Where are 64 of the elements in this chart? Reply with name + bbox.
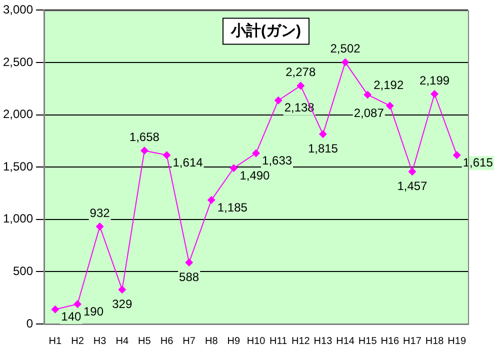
point	[162, 151, 171, 160]
y-tick-label: 500	[13, 264, 34, 278]
point	[207, 196, 216, 204]
x-tick-label: H11	[270, 336, 288, 347]
x-tick-label: H8	[204, 336, 218, 347]
point	[364, 90, 372, 99]
data-label: 2,087	[354, 106, 384, 120]
data-label: 2,502	[330, 42, 361, 56]
data-label: 1,457	[397, 178, 428, 193]
x-tick-label: H18	[425, 336, 444, 347]
data-label: 1,614	[172, 155, 204, 170]
y-tick-label: 2,000	[3, 107, 34, 122]
x-tick-label: H17	[403, 336, 422, 347]
x-tick-label: H15	[358, 336, 378, 347]
x-tick-label: H6	[160, 336, 174, 347]
point	[140, 146, 148, 155]
point	[296, 82, 305, 90]
y-tick-label: 1,000	[3, 212, 34, 226]
x-tick-label: H4	[116, 336, 129, 347]
point	[318, 130, 327, 138]
data-label: 2,278	[286, 65, 316, 80]
x-tick-label: H16	[380, 336, 400, 347]
y-tick-label: 1,500	[3, 159, 34, 174]
point	[430, 90, 439, 98]
data-label: 2,192	[374, 78, 404, 92]
data-label: 1,490	[240, 168, 270, 182]
data-label: 329	[112, 296, 132, 311]
data-label: 1,815	[308, 141, 338, 156]
x-tick-label: H2	[71, 336, 84, 347]
data-label: 1,615	[462, 155, 494, 170]
x-tick-label: H19	[448, 336, 466, 347]
data-label: 2,199	[420, 73, 450, 88]
point	[96, 222, 104, 231]
x-tick-label: H3	[93, 336, 107, 347]
data-label: 1,658	[129, 130, 160, 144]
x-tick-label: H13	[314, 336, 333, 347]
x-tick-label: H9	[227, 336, 241, 347]
point	[386, 102, 394, 110]
point	[51, 305, 60, 314]
text: 小計(ガン)	[230, 22, 302, 40]
x-tick-label: H5	[138, 336, 152, 347]
data-label: 932	[90, 206, 110, 220]
data-label: 140	[61, 310, 82, 324]
point	[452, 151, 461, 160]
data-label: 588	[179, 270, 200, 284]
y-tick-label: 3,000	[3, 2, 34, 17]
data-label: 1,633	[262, 154, 292, 168]
point	[118, 286, 126, 294]
point	[230, 164, 238, 172]
point	[274, 96, 282, 104]
x-tick-label: H7	[182, 336, 196, 347]
y-tick-label: 2,500	[3, 54, 34, 69]
data-label: 1,185	[217, 200, 248, 214]
x-tick-label: H1	[48, 336, 62, 347]
x-tick-label: H12	[291, 336, 310, 347]
x-tick-label: H14	[336, 336, 355, 347]
point	[341, 58, 350, 66]
y-tick-label: 0	[26, 316, 34, 330]
point	[74, 300, 82, 308]
point	[408, 168, 416, 176]
x-tick-label: H10	[246, 336, 266, 347]
data-label: 190	[84, 304, 104, 318]
point	[252, 149, 260, 158]
point	[185, 258, 194, 266]
